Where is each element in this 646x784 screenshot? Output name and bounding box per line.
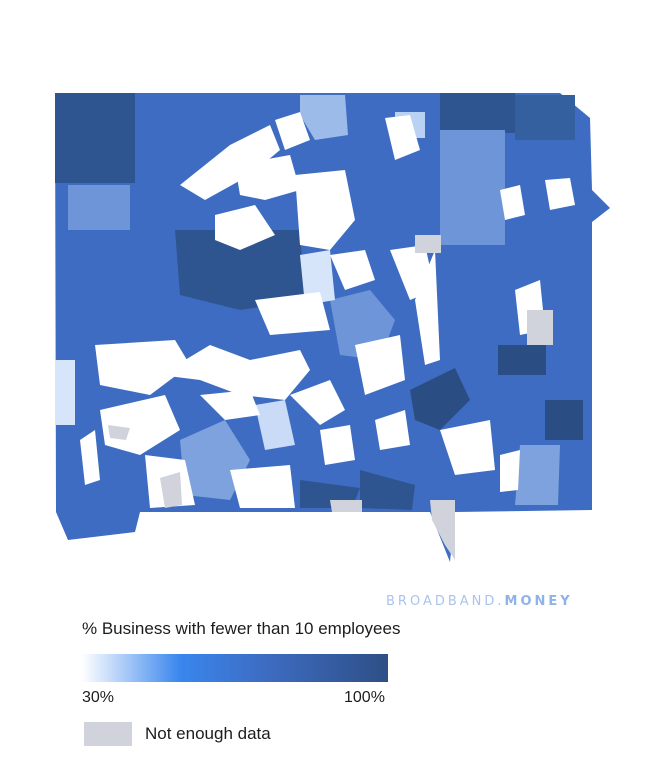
zone-dark-n — [440, 93, 515, 133]
brand-part2: MONEY — [504, 594, 573, 609]
zone-white-4 — [215, 205, 275, 250]
zone-no-data-1 — [527, 310, 553, 345]
zone-white-9 — [255, 292, 330, 335]
zone-dark-s — [410, 368, 470, 430]
zone-white-19 — [230, 465, 295, 508]
zone-dark-e — [498, 345, 546, 375]
zone-dark-se — [545, 400, 583, 440]
zone-white-5 — [275, 112, 310, 150]
zone-white-3 — [295, 170, 355, 250]
zone-white-24 — [375, 410, 410, 450]
zone-no-data-4 — [330, 500, 362, 512]
zone-white-6 — [385, 115, 420, 160]
zone-dark-nw — [55, 93, 135, 183]
zone-white-21 — [545, 178, 575, 210]
legend-max-label: 100% — [344, 689, 385, 706]
zone-light-sc — [180, 420, 250, 500]
zone-pale-n — [300, 95, 348, 140]
zone-light-w — [68, 185, 130, 230]
zone-white-14 — [290, 380, 345, 425]
zone-pale-s — [255, 400, 295, 450]
zone-dark-ne — [515, 95, 575, 140]
legend-min-label: 30% — [82, 689, 115, 706]
zone-white-26 — [500, 450, 520, 492]
zone-white-11 — [160, 345, 310, 400]
zone-white-20 — [500, 185, 525, 220]
legend-gradient-bar — [82, 654, 388, 682]
zone-white-2 — [235, 155, 300, 200]
zone-white-13 — [200, 390, 260, 420]
zone-pale-w — [55, 360, 75, 425]
zone-dark-c — [175, 230, 305, 310]
zone-white-16 — [355, 335, 405, 395]
zone-white-1 — [180, 125, 280, 200]
choropleth-map — [55, 93, 610, 562]
zone-white-23 — [415, 250, 440, 365]
zone-light-se — [515, 445, 560, 505]
zone-no-data-5 — [160, 472, 182, 508]
zone-white-12 — [100, 395, 180, 455]
legend-nodata-label: Not enough data — [145, 724, 271, 743]
zone-white-15 — [320, 425, 355, 465]
zone-white-25 — [80, 430, 100, 485]
brand-separator: . — [497, 594, 505, 609]
zone-no-data-6 — [108, 425, 130, 440]
zone-dark-sse — [360, 470, 415, 510]
zone-light-ne — [440, 130, 505, 245]
zone-pale-c — [300, 250, 335, 305]
zone-white-10 — [95, 340, 190, 395]
zone-no-data-2 — [415, 235, 441, 253]
zone-white-7 — [330, 250, 375, 290]
brand-watermark: BROADBAND.MONEY — [386, 594, 573, 609]
zone-white-17 — [440, 420, 495, 475]
zone-no-data-3 — [430, 500, 455, 560]
legend-title: % Business with fewer than 10 employees — [82, 619, 401, 638]
brand-part1: BROADBAND — [386, 594, 498, 609]
legend-nodata-swatch — [84, 722, 132, 746]
